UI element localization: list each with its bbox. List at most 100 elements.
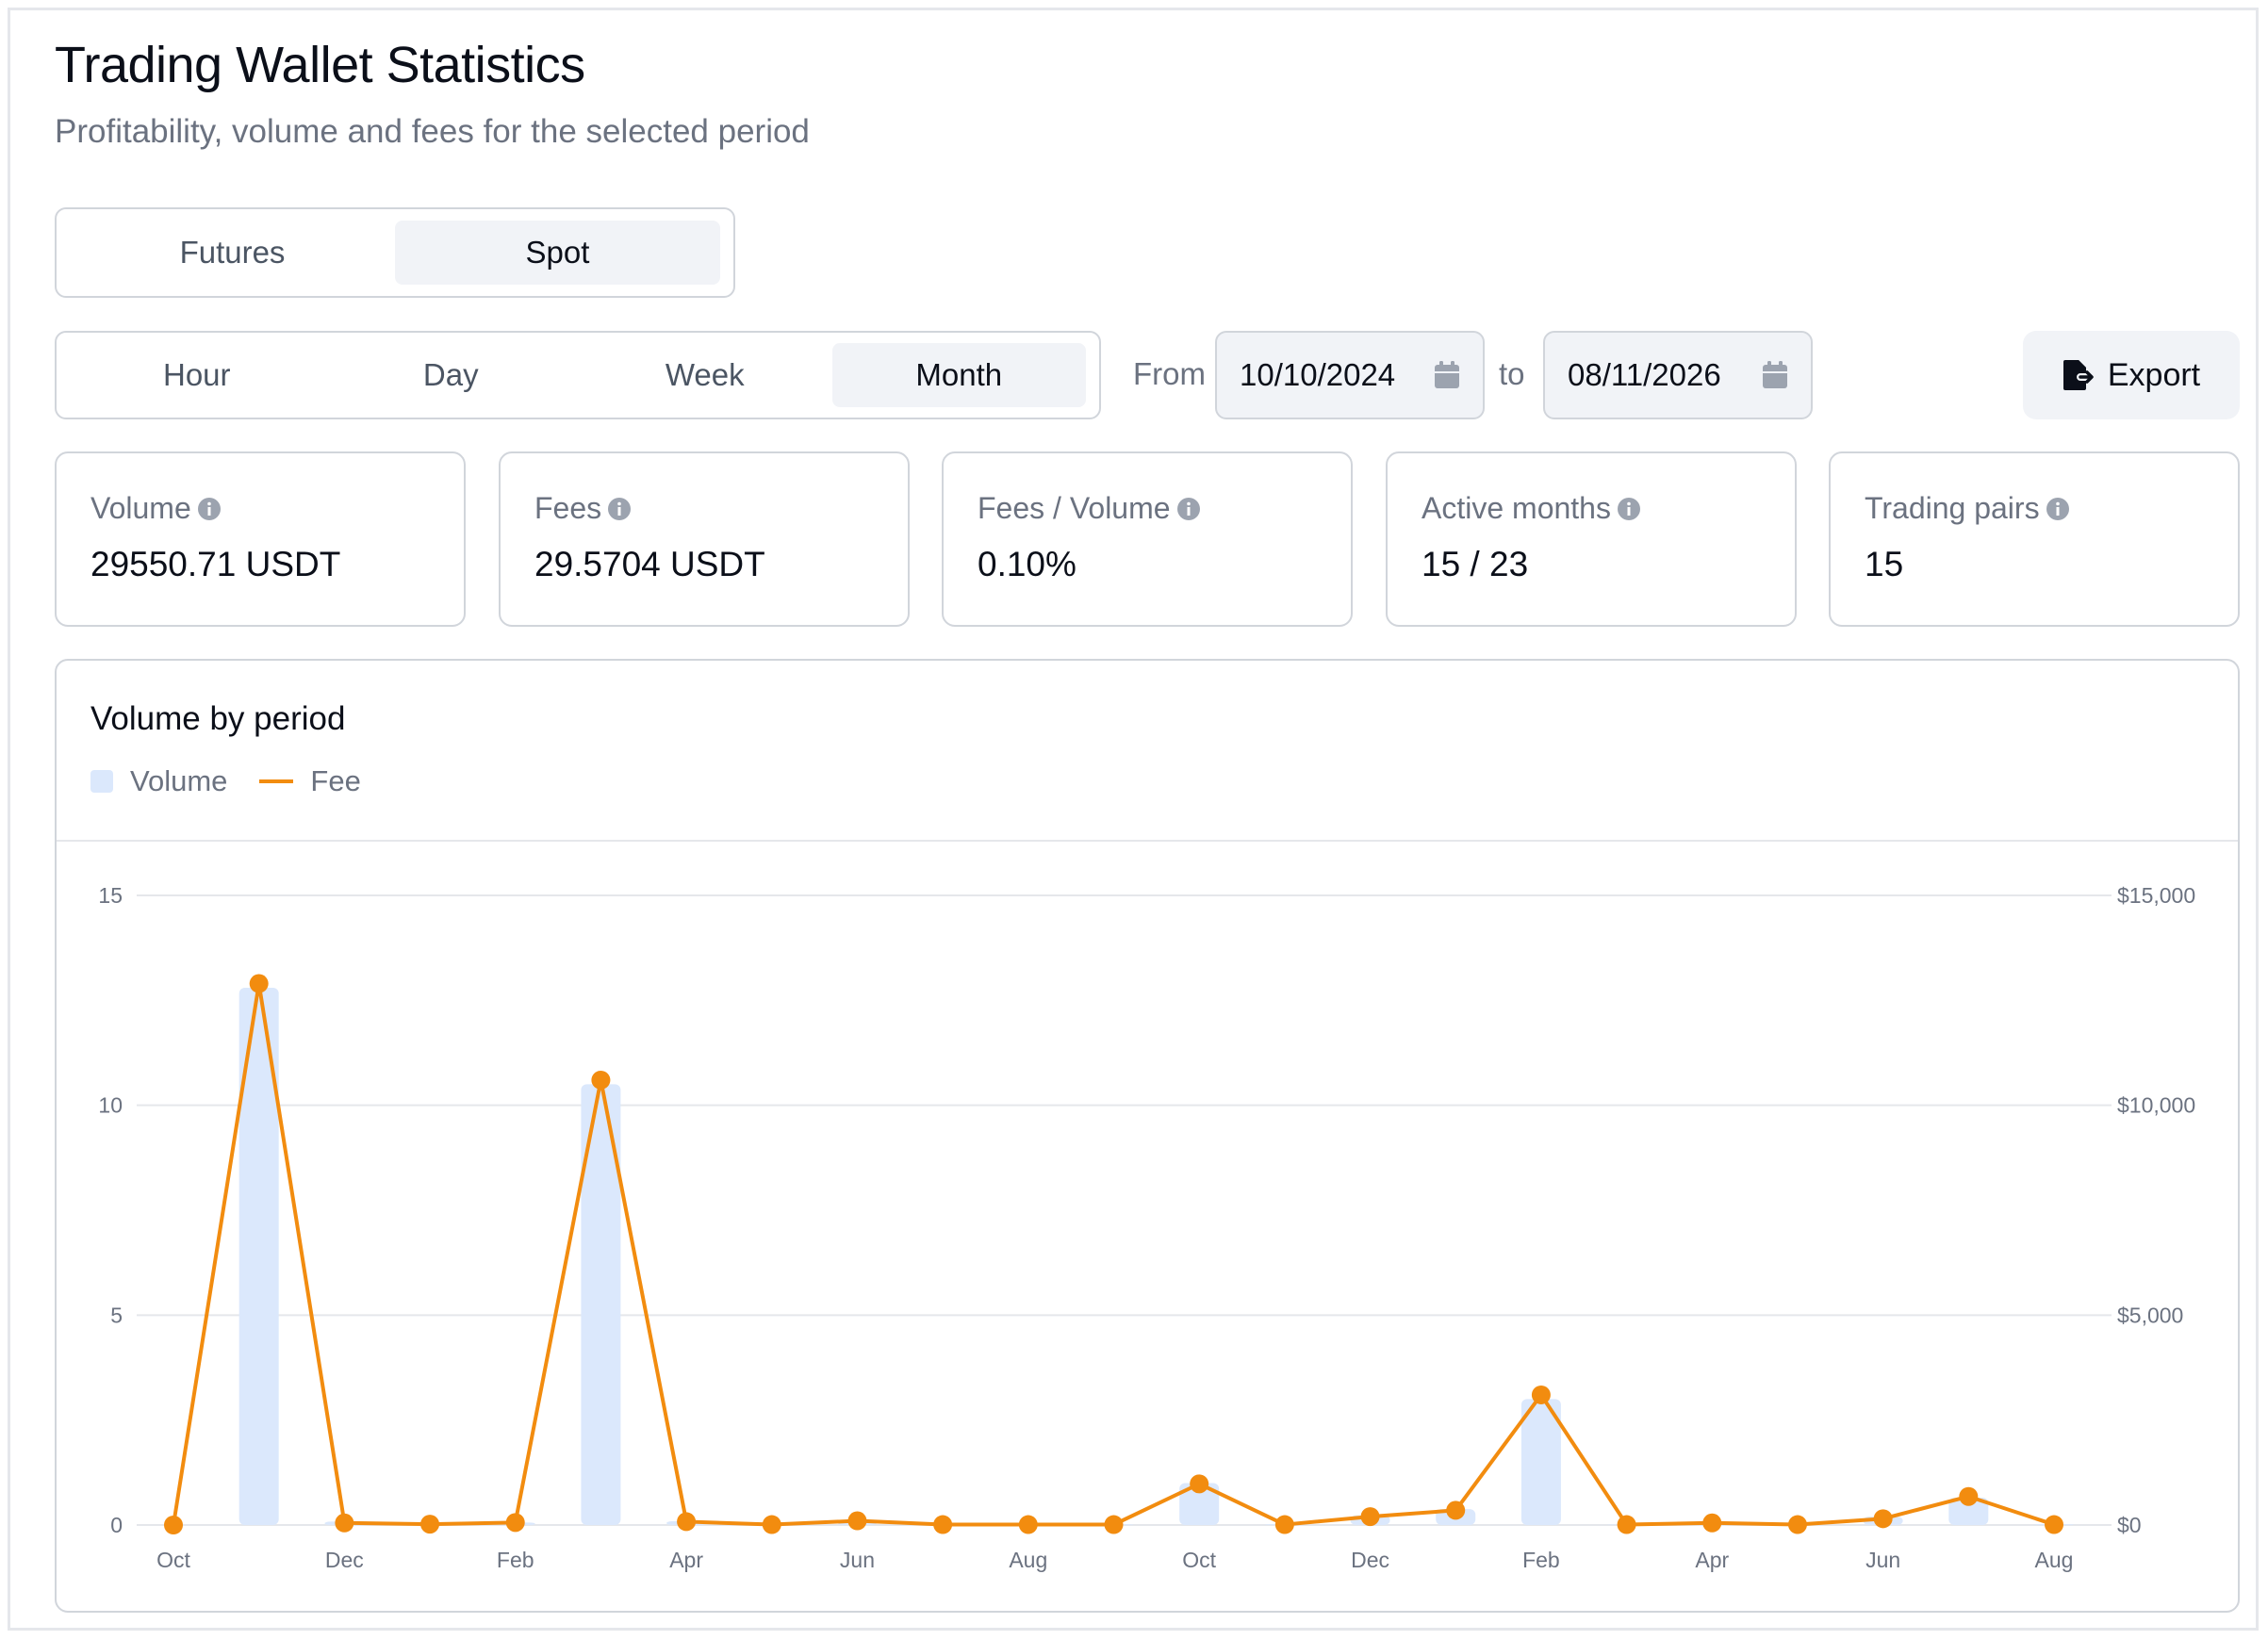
export-button[interactable]: Export — [2023, 331, 2240, 419]
fee-point — [505, 1513, 525, 1533]
legend-label-fee: Fee — [310, 764, 361, 797]
info-icon[interactable] — [197, 497, 222, 521]
volume-bar — [1179, 1483, 1220, 1525]
stat-card-active-months: Active months 15 / 23 — [1386, 451, 1797, 627]
stat-label: Trading pairs — [1865, 491, 2040, 525]
stat-card-fees-volume: Fees / Volume 0.10% — [942, 451, 1353, 627]
fee-point — [164, 1516, 183, 1534]
fee-point — [1446, 1501, 1466, 1520]
stat-value: 15 — [1865, 545, 1904, 583]
x-axis-tick-label: Feb — [497, 1548, 534, 1572]
volume-bar — [1520, 1399, 1561, 1525]
y-axis-left-tick-label: 0 — [110, 1513, 123, 1537]
x-axis-tick-label: Dec — [325, 1548, 364, 1572]
stat-label: Active months — [1422, 491, 1611, 525]
stat-value: 29550.71 USDT — [90, 545, 341, 583]
date-from-input[interactable]: 10/10/2024 — [1215, 331, 1485, 419]
fee-point — [933, 1515, 953, 1534]
chart-title: Volume by period — [90, 700, 346, 737]
y-axis-right-tick-label: $0 — [2117, 1513, 2142, 1537]
fee-point — [1190, 1474, 1209, 1494]
fee-point — [1018, 1515, 1038, 1534]
x-axis-tick-label: Jun — [1865, 1548, 1900, 1572]
date-from-value: 10/10/2024 — [1240, 357, 1396, 392]
tab-month[interactable]: Month — [831, 343, 1086, 407]
fee-point — [847, 1511, 867, 1531]
stat-card-fees: Fees 29.5704 USDT — [499, 451, 910, 627]
chart-card: Volume by period Volume Fee 0 5 10 15 $0 $5,0… — [55, 659, 2240, 1613]
page-subtitle: Profitability, volume and fees for the s… — [55, 113, 810, 150]
fee-line — [172, 981, 2055, 1527]
stat-value: 0.10% — [978, 545, 1076, 583]
fee-point — [591, 1070, 611, 1090]
y-axis-right-tick-label: $5,000 — [2117, 1303, 2183, 1327]
fee-point — [1104, 1515, 1124, 1534]
y-axis-left-tick-label: 5 — [110, 1303, 123, 1327]
date-from-label: From — [1133, 356, 1206, 391]
fee-point — [335, 1513, 354, 1533]
legend-swatch-fee — [259, 779, 294, 783]
fee-point — [1617, 1515, 1636, 1534]
fee-point — [762, 1515, 781, 1534]
tab-hour[interactable]: Hour — [162, 357, 231, 392]
fee-point — [1873, 1509, 1893, 1529]
fee-point — [1360, 1507, 1380, 1527]
fee-point — [249, 974, 269, 993]
fee-point — [420, 1515, 440, 1534]
stat-card-trading-pairs: Trading pairs 15 — [1829, 451, 2240, 627]
calendar-icon[interactable] — [1762, 361, 1788, 389]
x-axis-tick-label: Oct — [156, 1548, 190, 1572]
x-axis-tick-label: Apr — [669, 1548, 703, 1572]
stat-card-volume: Volume 29550.71 USDT — [55, 451, 466, 627]
tab-spot[interactable]: Spot — [395, 221, 720, 285]
date-to-value: 08/11/2026 — [1568, 357, 1721, 392]
date-to-input[interactable]: 08/11/2026 — [1543, 331, 1813, 419]
x-axis-tick-label: Dec — [1351, 1548, 1389, 1572]
chart-divider — [57, 840, 2238, 842]
fee-point — [1702, 1513, 1722, 1533]
fee-point — [1959, 1486, 1979, 1506]
legend-item-volume[interactable]: Volume — [90, 764, 227, 798]
info-icon[interactable] — [2046, 497, 2070, 521]
x-axis-tick-label: Feb — [1522, 1548, 1560, 1572]
calendar-icon[interactable] — [1434, 361, 1460, 389]
y-axis-right-tick-label: $10,000 — [2117, 1093, 2195, 1118]
page-title: Trading Wallet Statistics — [55, 37, 585, 93]
legend-item-fee[interactable]: Fee — [259, 764, 361, 798]
y-axis-left-tick-label: 15 — [98, 883, 123, 908]
x-axis-tick-label: Aug — [2035, 1548, 2074, 1572]
market-type-toggle: Futures Spot — [55, 207, 735, 298]
volume-bar — [238, 987, 279, 1525]
x-axis-tick-label: Jun — [840, 1548, 875, 1572]
tab-week[interactable]: Week — [665, 357, 745, 392]
volume-bar — [1948, 1498, 1989, 1525]
stat-value: 29.5704 USDT — [534, 545, 765, 583]
fee-point — [1787, 1515, 1807, 1534]
tab-futures[interactable]: Futures — [179, 235, 286, 270]
date-to-label: to — [1499, 356, 1525, 391]
tab-day[interactable]: Day — [422, 357, 479, 392]
period-toggle: Hour Day Week Month — [55, 331, 1101, 419]
stat-label: Volume — [90, 491, 191, 525]
file-export-icon — [2063, 360, 2094, 390]
y-axis-right-tick-label: $15,000 — [2117, 883, 2195, 908]
info-icon[interactable] — [607, 497, 632, 521]
chart-legend: Volume Fee — [90, 764, 393, 798]
export-label: Export — [2107, 356, 2201, 393]
fee-point — [1274, 1515, 1294, 1534]
volume-chart: 0 5 10 15 $0 $5,000 $10,000 $15,000 Oct Dec Feb Apr… — [98, 883, 2195, 1572]
info-icon[interactable] — [1176, 497, 1201, 521]
stat-label: Fees — [534, 491, 602, 525]
legend-label-volume: Volume — [130, 764, 228, 797]
volume-bar — [581, 1084, 621, 1525]
x-axis-tick-label: Oct — [1182, 1548, 1216, 1572]
stat-value: 15 / 23 — [1422, 545, 1529, 583]
x-axis-tick-label: Aug — [1009, 1548, 1047, 1572]
x-axis-tick-label: Apr — [1695, 1548, 1729, 1572]
stat-label: Fees / Volume — [978, 491, 1171, 525]
y-axis-left-tick-label: 10 — [98, 1093, 123, 1118]
fee-point — [2045, 1515, 2063, 1534]
info-icon[interactable] — [1617, 497, 1641, 521]
fee-point — [1531, 1385, 1551, 1404]
fee-point — [677, 1512, 697, 1532]
